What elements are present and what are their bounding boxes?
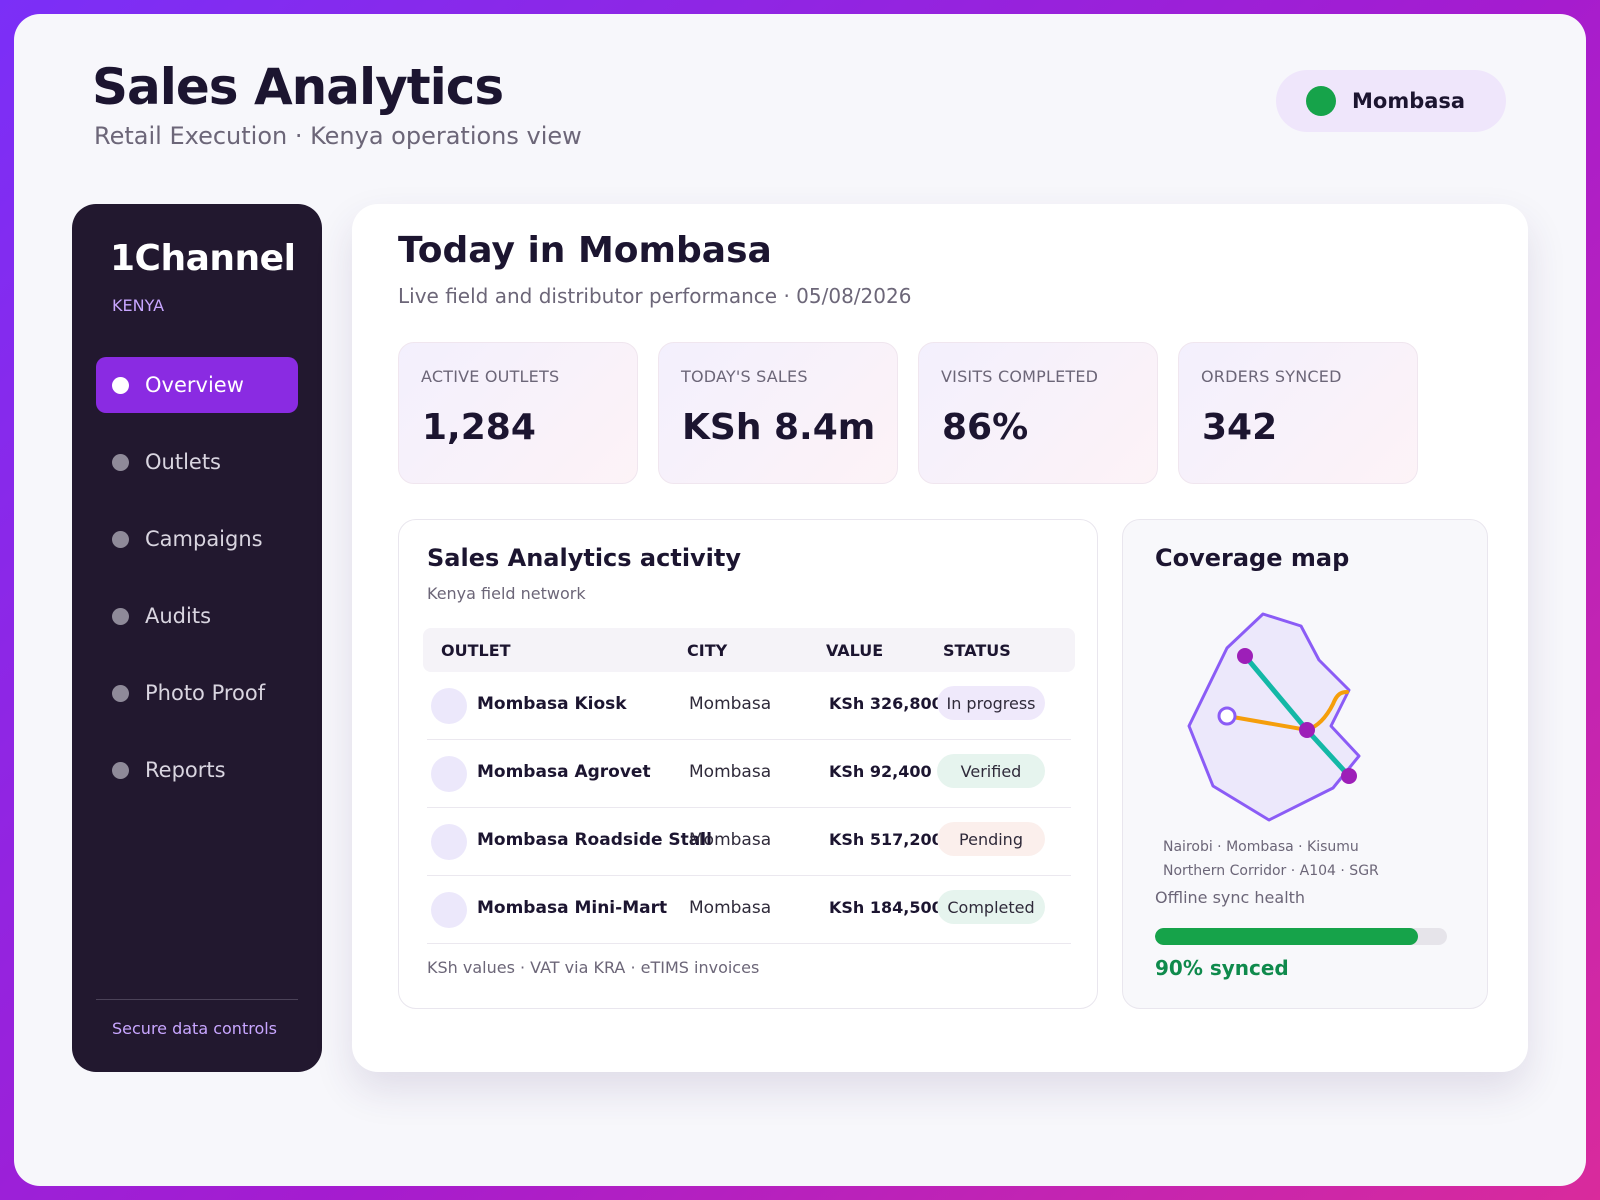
- status-badge: Pending: [937, 822, 1045, 856]
- bullet-icon: [112, 453, 129, 471]
- cell-city: Mombasa: [689, 898, 772, 918]
- app-frame: Sales Analytics Retail Execution · Kenya…: [14, 14, 1586, 1186]
- region-selector[interactable]: Mombasa: [1276, 70, 1506, 132]
- cell-outlet: Mombasa Roadside Stall: [477, 830, 712, 850]
- status-badge: Verified: [937, 754, 1045, 788]
- map-pin-open-icon[interactable]: [1217, 706, 1237, 726]
- sidebar-item-label: Reports: [145, 758, 226, 782]
- cell-outlet: Mombasa Kiosk: [477, 694, 627, 714]
- avatar: [431, 756, 467, 792]
- table-row[interactable]: Mombasa Kiosk Mombasa KSh 326,800 In pro…: [427, 672, 1071, 740]
- sidebar-item-photo-proof[interactable]: Photo Proof: [96, 665, 298, 721]
- map-pin-icon[interactable]: [1341, 768, 1357, 784]
- main-title: Today in Mombasa: [398, 230, 772, 271]
- sidebar-divider: [96, 999, 298, 1000]
- kpi-label: TODAY'S SALES: [681, 367, 808, 386]
- kpi-label: ACTIVE OUTLETS: [421, 367, 560, 386]
- status-badge: In progress: [937, 686, 1045, 720]
- kenya-map-icon[interactable]: [1183, 608, 1383, 828]
- column-header-value[interactable]: VALUE: [826, 641, 884, 660]
- sidebar: 1Channel KENYA Overview Outlets Campaign…: [72, 204, 322, 1072]
- cell-city: Mombasa: [689, 694, 772, 714]
- kpi-card-orders-synced: ORDERS SYNCED 342: [1178, 342, 1418, 484]
- avatar: [431, 892, 467, 928]
- bullet-icon: [112, 684, 129, 702]
- sidebar-item-label: Photo Proof: [145, 681, 266, 705]
- kpi-value: 1,284: [422, 407, 536, 448]
- sidebar-item-label: Outlets: [145, 450, 222, 474]
- page-subtitle: Retail Execution · Kenya operations view: [94, 122, 582, 150]
- sync-progress-fill: [1155, 928, 1418, 945]
- page-title: Sales Analytics: [92, 58, 504, 116]
- table-header: OUTLET CITY VALUE STATUS: [423, 628, 1075, 672]
- sidebar-item-label: Audits: [145, 604, 212, 628]
- kpi-card-todays-sales: TODAY'S SALES KSh 8.4m: [658, 342, 898, 484]
- sidebar-item-label: Overview: [145, 373, 244, 397]
- coverage-title: Coverage map: [1155, 544, 1350, 572]
- bullet-icon: [112, 530, 129, 548]
- sidebar-item-overview[interactable]: Overview: [96, 357, 298, 413]
- sidebar-item-campaigns[interactable]: Campaigns: [96, 511, 298, 567]
- cell-city: Mombasa: [689, 762, 772, 782]
- avatar: [431, 688, 467, 724]
- map-pin-icon[interactable]: [1299, 722, 1315, 738]
- sync-label: Offline sync health: [1155, 888, 1306, 907]
- activity-card: Sales Analytics activity Kenya field net…: [398, 519, 1098, 1009]
- coverage-map-card: Coverage map Nairobi · Mombasa · Kisumu …: [1122, 519, 1488, 1009]
- bullet-icon: [112, 761, 129, 779]
- table-row[interactable]: Mombasa Roadside Stall Mombasa KSh 517,2…: [427, 808, 1071, 876]
- kpi-card-active-outlets: ACTIVE OUTLETS 1,284: [398, 342, 638, 484]
- activity-title: Sales Analytics activity: [427, 544, 742, 572]
- activity-subtitle: Kenya field network: [427, 584, 586, 603]
- column-header-outlet[interactable]: OUTLET: [441, 641, 511, 660]
- activity-footnote: KSh values · VAT via KRA · eTIMS invoice…: [427, 958, 760, 977]
- secure-data-link[interactable]: Secure data controls: [112, 1019, 278, 1038]
- cell-outlet: Mombasa Mini-Mart: [477, 898, 668, 918]
- sidebar-item-label: Campaigns: [145, 527, 263, 551]
- kpi-value: KSh 8.4m: [682, 407, 876, 448]
- main-subtitle: Live field and distributor performance ·…: [398, 284, 912, 308]
- map-cities: Nairobi · Mombasa · Kisumu: [1163, 839, 1359, 855]
- sync-progress-bar: [1155, 928, 1447, 945]
- region-label: Mombasa: [1352, 89, 1466, 113]
- map-region-shape: [1187, 612, 1361, 822]
- sidebar-item-reports[interactable]: Reports: [96, 742, 298, 798]
- status-dot-icon: [1306, 86, 1336, 116]
- cell-value: KSh 326,800: [829, 694, 943, 713]
- brand-country: KENYA: [112, 296, 165, 315]
- table-row[interactable]: Mombasa Mini-Mart Mombasa KSh 184,500 Co…: [427, 876, 1071, 944]
- cell-city: Mombasa: [689, 830, 772, 850]
- kpi-label: ORDERS SYNCED: [1201, 367, 1342, 386]
- sidebar-item-audits[interactable]: Audits: [96, 588, 298, 644]
- column-header-city[interactable]: CITY: [687, 641, 728, 660]
- kpi-value: 342: [1202, 407, 1278, 448]
- cell-value: KSh 184,500: [829, 898, 943, 917]
- main-panel: Today in Mombasa Live field and distribu…: [352, 204, 1528, 1072]
- sync-status: 90% synced: [1155, 956, 1289, 980]
- column-header-status[interactable]: STATUS: [943, 641, 1011, 660]
- sidebar-nav: Overview Outlets Campaigns Audits Photo …: [96, 357, 298, 819]
- cell-value: KSh 517,200: [829, 830, 943, 849]
- kpi-label: VISITS COMPLETED: [941, 367, 1099, 386]
- bullet-icon: [112, 607, 129, 625]
- kpi-value: 86%: [942, 407, 1029, 448]
- avatar: [431, 824, 467, 860]
- sidebar-item-outlets[interactable]: Outlets: [96, 434, 298, 490]
- kpi-card-visits-completed: VISITS COMPLETED 86%: [918, 342, 1158, 484]
- bullet-icon: [112, 376, 129, 394]
- map-pin-icon[interactable]: [1237, 648, 1253, 664]
- brand-logo: 1Channel: [110, 238, 296, 279]
- map-routes: Northern Corridor · A104 · SGR: [1163, 863, 1379, 879]
- status-badge: Completed: [937, 890, 1045, 924]
- table-row[interactable]: Mombasa Agrovet Mombasa KSh 92,400 Verif…: [427, 740, 1071, 808]
- cell-value: KSh 92,400: [829, 762, 932, 781]
- cell-outlet: Mombasa Agrovet: [477, 762, 651, 782]
